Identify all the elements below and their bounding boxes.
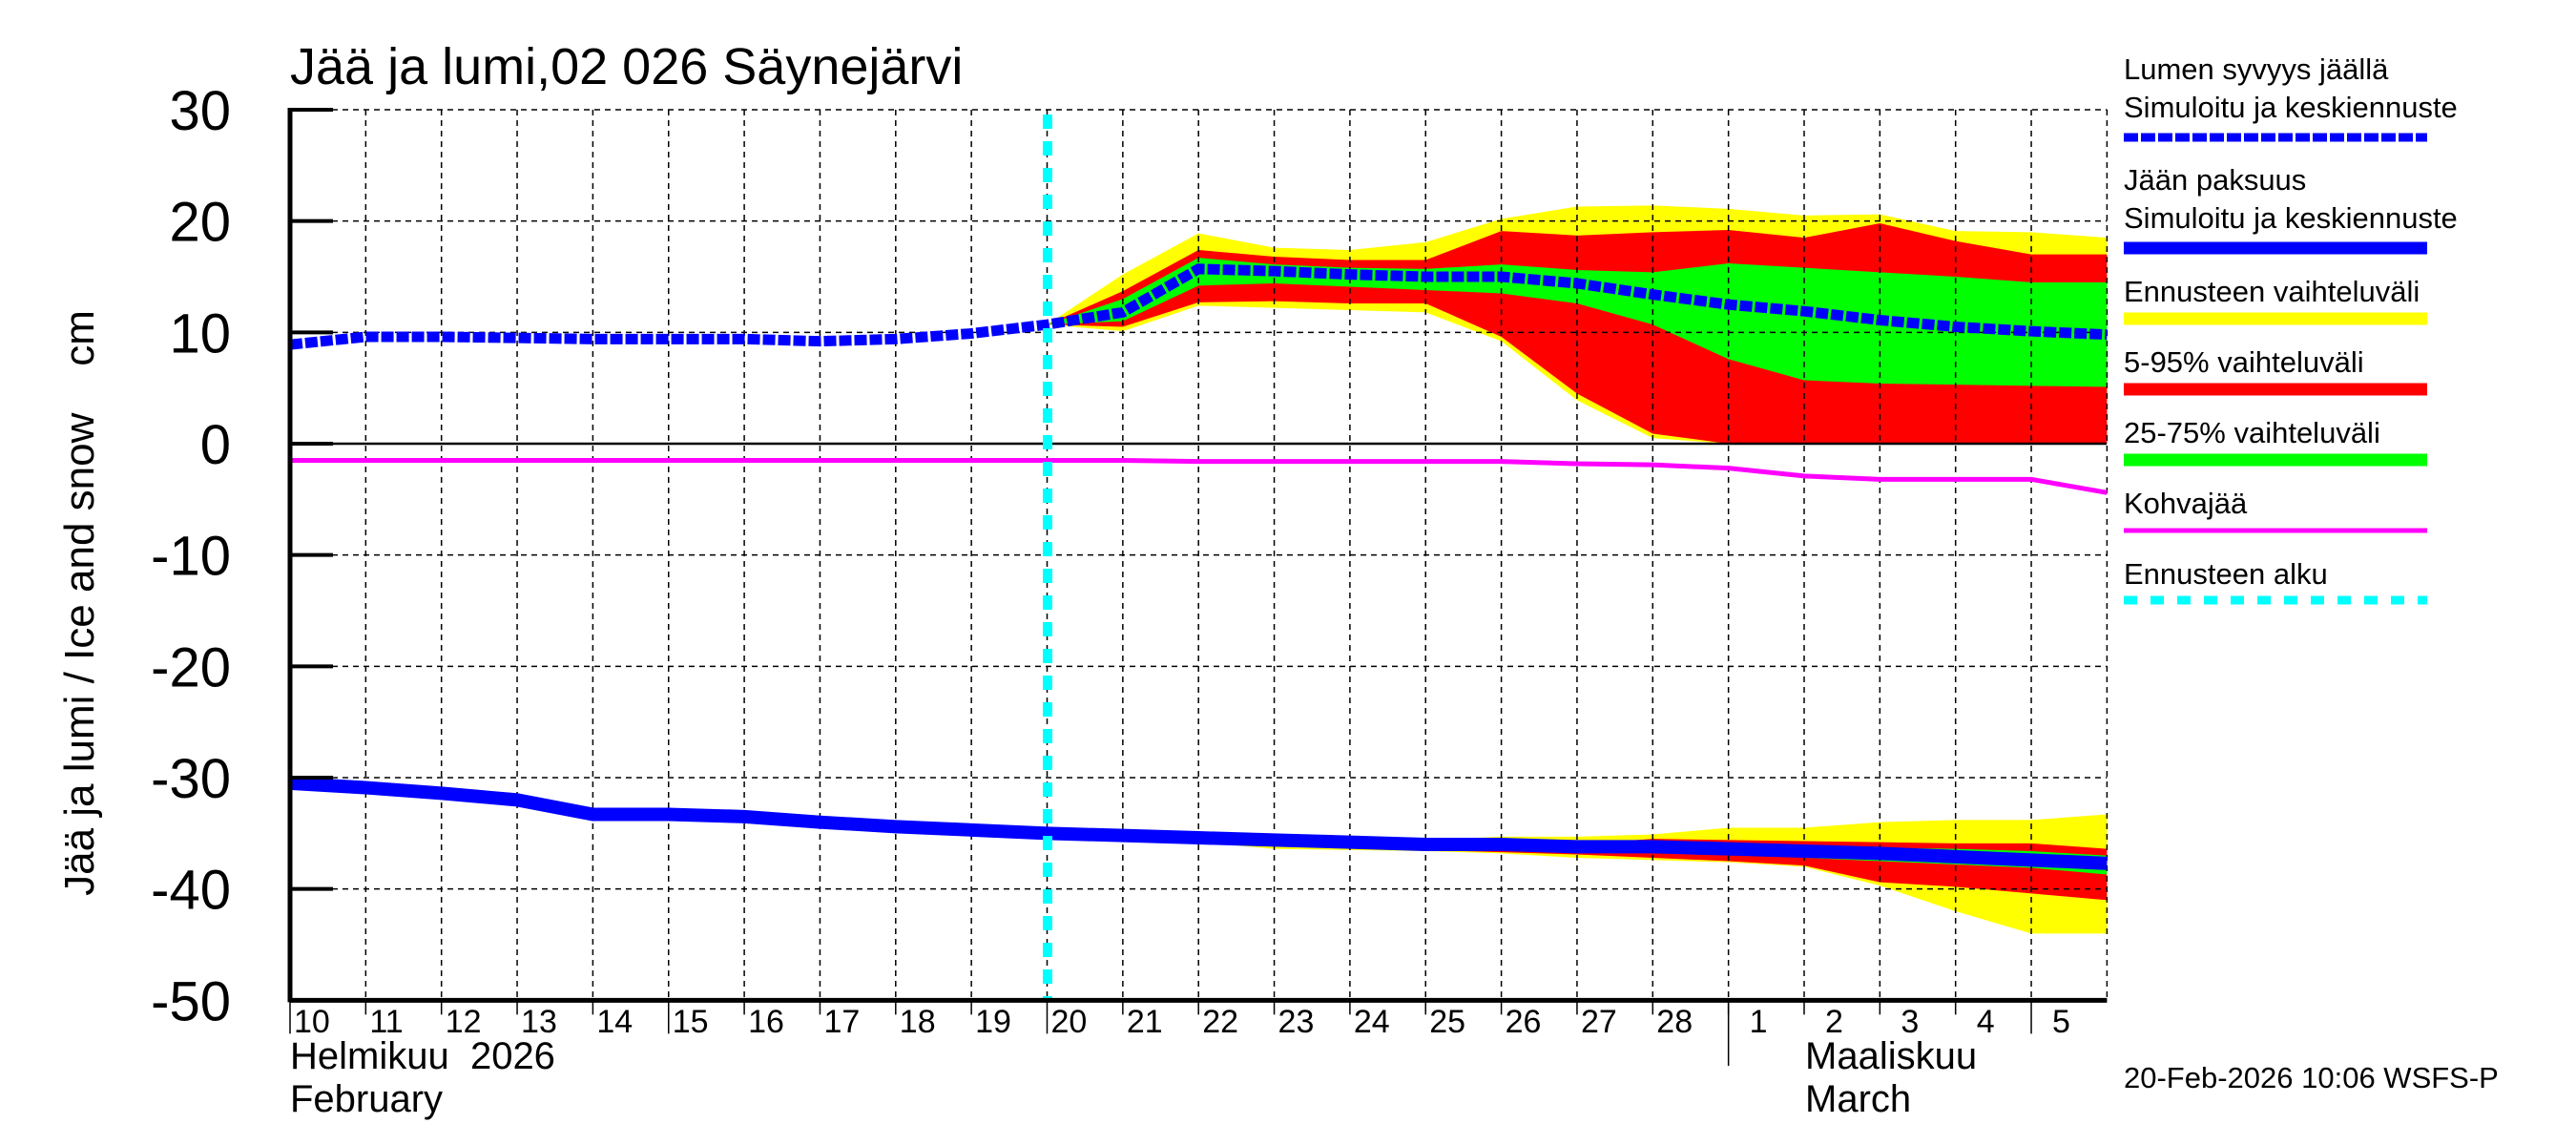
legend-label: Simuloitu ja keskiennuste	[2124, 201, 2458, 235]
legend-label: Lumen syvyys jäällä	[2124, 52, 2389, 86]
x-tick-label: 23	[1278, 1004, 1315, 1040]
y-tick-label: -50	[151, 970, 231, 1032]
chart-title: Jää ja lumi,02 026 Säynejärvi	[290, 38, 963, 95]
snow-25-75-band	[1047, 258, 2108, 387]
y-axis-label: Jää ja lumi / Ice and snow cm	[56, 310, 103, 896]
x-tick-label: 20	[1051, 1004, 1088, 1040]
x-tick-label: 19	[975, 1004, 1011, 1040]
x-tick-label: 5	[2052, 1004, 2070, 1040]
month-label-feb-fi: Helmikuu 2026	[290, 1035, 555, 1077]
legend-label: 5-95% vaihteluväli	[2124, 345, 2364, 379]
x-tick-label: 1	[1750, 1004, 1768, 1040]
y-tick-label: 20	[169, 192, 231, 254]
x-tick-label: 17	[823, 1004, 860, 1040]
x-tick-label: 13	[521, 1004, 557, 1040]
legend-item: Lumen syvyys jäällä Simuloitu ja keskienn…	[2124, 52, 2458, 142]
y-tick-label: -30	[151, 748, 231, 810]
x-tick-label: 28	[1656, 1004, 1693, 1040]
x-tick-label: 25	[1429, 1004, 1465, 1040]
x-tick-label: 26	[1506, 1004, 1542, 1040]
x-tick-label: 12	[446, 1004, 482, 1040]
y-tick-label: 10	[169, 302, 231, 364]
month-label-feb-en: February	[290, 1078, 443, 1120]
legend-label: 25-75% vaihteluväli	[2124, 416, 2380, 449]
snow-depth-line	[289, 263, 2108, 350]
legend-label: Simuloitu ja keskiennuste	[2124, 91, 2458, 124]
legend-label: Ennusteen alku	[2124, 557, 2328, 591]
x-tick-label: 10	[294, 1004, 330, 1040]
legend: Lumen syvyys jäällä Simuloitu ja keskienn…	[2124, 52, 2458, 605]
slush-ice-line	[290, 458, 2108, 495]
legend-item: Kohvajää	[2124, 487, 2427, 533]
y-tick-labels: 30 20 10 0 -10 -20 -30 -40 -50	[151, 80, 231, 1032]
legend-item: 25-75% vaihteluväli	[2124, 416, 2427, 467]
y-tick-label: -20	[151, 636, 231, 698]
x-tick-labels: 10 11 12 13 14 15 16 17 18 19 20 21 22 23 24 25 26 27 28 1 2…	[294, 1004, 2070, 1040]
x-tick-label: 21	[1127, 1004, 1163, 1040]
x-tick-label: 2	[1825, 1004, 1843, 1040]
timestamp: 20-Feb-2026 10:06 WSFS-P	[2124, 1061, 2499, 1094]
x-tick-label: 27	[1581, 1004, 1617, 1040]
y-tick-label: 30	[169, 80, 231, 142]
y-tick-label: 0	[200, 414, 231, 476]
legend-label: Kohvajää	[2124, 487, 2248, 520]
x-tick-label: 22	[1202, 1004, 1238, 1040]
month-label-mar-fi: Maaliskuu	[1805, 1035, 1977, 1077]
legend-item: Jään paksuus Simuloitu ja keskiennuste	[2124, 163, 2458, 255]
y-tick-label: -10	[151, 526, 231, 588]
y-tick-label: -40	[151, 860, 231, 922]
x-tick-label: 16	[748, 1004, 784, 1040]
axes	[287, 107, 2108, 1066]
legend-label: Jään paksuus	[2124, 163, 2306, 197]
plot-area	[287, 107, 2109, 1066]
legend-label: Ennusteen vaihteluväli	[2124, 275, 2420, 308]
x-tick-label: 24	[1354, 1004, 1390, 1040]
series-lines	[289, 263, 2108, 870]
x-tick-label: 4	[1977, 1004, 1995, 1040]
x-tick-label: 15	[673, 1004, 709, 1040]
x-tick-label: 14	[596, 1004, 633, 1040]
x-tick-label: 3	[1901, 1004, 1919, 1040]
x-tick-label: 18	[900, 1004, 936, 1040]
ice-thickness-line	[289, 776, 2108, 870]
x-tick-label: 11	[369, 1004, 403, 1040]
legend-item: 5-95% vaihteluväli	[2124, 345, 2427, 396]
month-label-mar-en: March	[1805, 1078, 1911, 1120]
legend-item: Ennusteen alku	[2124, 557, 2427, 605]
legend-item: Ennusteen vaihteluväli	[2124, 275, 2427, 325]
